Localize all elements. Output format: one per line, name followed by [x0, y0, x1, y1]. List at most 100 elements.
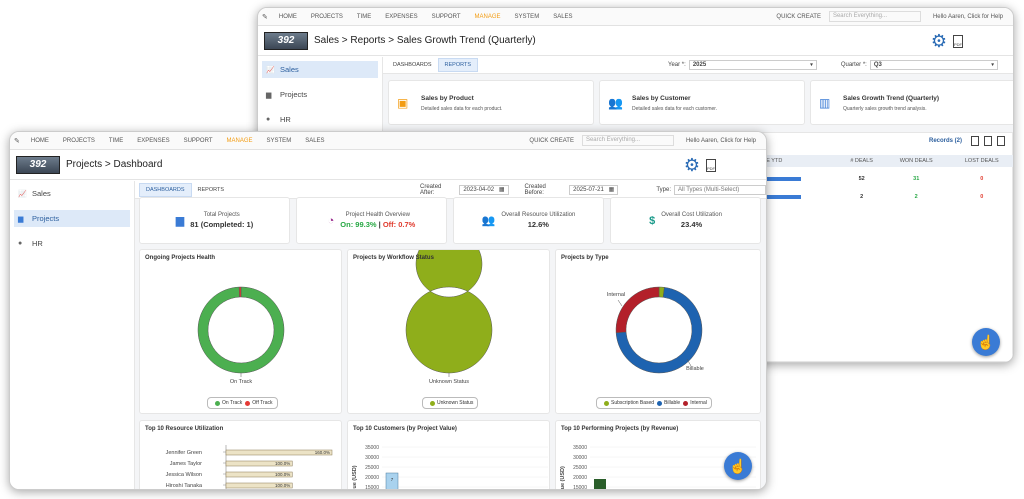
nav-expenses[interactable]: EXPENSES: [385, 13, 418, 20]
folder-icon: ▆: [266, 91, 272, 99]
bar[interactable]: [225, 449, 333, 456]
kpi-value-on: On: 99.3%: [340, 220, 377, 229]
bar[interactable]: [225, 482, 293, 489]
page-header: 392 Projects > Dashboard ⚙ PDF: [10, 150, 766, 180]
chart-card-resource: Top 10 Resource Utilization Jennifer Gre…: [139, 420, 342, 489]
sidebar-item-hr[interactable]: ● HR: [262, 111, 378, 128]
gauge-icon: ◔: [327, 214, 335, 227]
sidebar-label: HR: [280, 115, 291, 124]
nav-manage[interactable]: MANAGE: [474, 13, 501, 20]
bar[interactable]: [385, 472, 399, 490]
created-after-input[interactable]: 2023-04-02 ▦: [459, 184, 509, 195]
nav-manage[interactable]: MANAGE: [226, 137, 253, 144]
sidebar-item-sales[interactable]: 📈 Sales: [262, 61, 378, 78]
help-link[interactable]: Hello Aaren, Click for Help: [685, 137, 756, 144]
sidebar-item-projects[interactable]: ▆ Projects: [14, 210, 130, 227]
breadcrumb: Projects > Dashboard: [66, 159, 163, 170]
legend: Subscription Based Billable Internal: [596, 397, 712, 409]
nav-support[interactable]: SUPPORT: [431, 13, 461, 20]
chart-line-icon: 📈: [266, 66, 275, 74]
nav-time[interactable]: TIME: [108, 137, 124, 144]
gear-icon[interactable]: ⚙: [683, 154, 700, 175]
tab-dashboards[interactable]: DASHBOARDS: [139, 182, 192, 197]
category-label: Jessica Wilson: [166, 472, 202, 478]
pdf-icon[interactable]: [984, 136, 992, 146]
nav-sales[interactable]: SALES: [305, 137, 325, 144]
page-header: 392 Sales > Reports > Sales Growth Trend…: [258, 26, 1013, 56]
breadcrumb: Sales > Reports > Sales Growth Trend (Qu…: [314, 35, 536, 46]
tick-label: 20000: [365, 475, 379, 481]
deals-cell: 2: [860, 194, 864, 200]
company-logo: 392: [264, 31, 308, 50]
bar[interactable]: [225, 471, 293, 478]
donut-slice[interactable]: [197, 286, 285, 374]
quick-create[interactable]: QUICK CREATE: [529, 137, 574, 144]
sidebar-item-projects[interactable]: ▆ Projects: [262, 86, 378, 103]
quick-create[interactable]: QUICK CREATE: [776, 13, 821, 20]
help-link[interactable]: Hello Aaren, Click for Help: [932, 13, 1003, 20]
top-nav: ✎ HOME PROJECTS TIME EXPENSES SUPPORT MA…: [10, 132, 766, 150]
export-icon[interactable]: [971, 136, 979, 146]
slice-label: Unknown Status: [429, 379, 469, 385]
chart-title: Top 10 Customers (by Project Value): [353, 426, 457, 432]
tick-label: 20000: [573, 475, 587, 481]
search-input[interactable]: Search Everything...: [581, 135, 674, 146]
quarter-value: Q3: [873, 62, 882, 68]
table-row[interactable]: 2 2 0: [761, 190, 1013, 204]
records-count: Records (2): [929, 138, 963, 144]
pdf-icon[interactable]: PDF: [706, 158, 716, 172]
table-row[interactable]: 52 31 0: [761, 167, 1013, 190]
created-before-value: 2025-07-21: [573, 186, 604, 193]
card-title: Sales by Product: [421, 95, 474, 102]
chart-card-type: Projects by Type Internal Billable Subscr…: [555, 249, 761, 414]
type-select[interactable]: All Types (Multi-Select): [674, 184, 766, 195]
donut-slice[interactable]: [615, 286, 660, 333]
chart-title: Top 10 Performing Projects (by Revenue): [561, 426, 679, 432]
nav-system[interactable]: SYSTEM: [266, 137, 292, 144]
nav-projects[interactable]: PROJECTS: [310, 13, 343, 20]
help-hand-icon[interactable]: ☝: [972, 328, 1000, 356]
calendar-icon: ▦: [608, 187, 615, 193]
bar[interactable]: [225, 460, 293, 467]
year-value: 2025: [692, 62, 707, 68]
kpi-title: Overall Cost Utilization: [661, 212, 722, 218]
donut-slice[interactable]: [405, 230, 493, 374]
kpi-title: Overall Resource Utilization: [501, 212, 576, 218]
report-card-sales-by-customer[interactable]: 👥 Sales by Customer Detailed sales data …: [599, 80, 805, 125]
quarter-select[interactable]: Q3 ▾: [869, 60, 998, 70]
company-logo: 392: [16, 155, 60, 174]
nav-expenses[interactable]: EXPENSES: [137, 137, 170, 144]
sidebar-item-hr[interactable]: ● HR: [14, 235, 130, 252]
nav-support[interactable]: SUPPORT: [183, 137, 213, 144]
folder-icon: ▆: [18, 215, 24, 223]
value-label: 100.0%: [275, 461, 290, 466]
category-label: Jennifer Green: [166, 450, 202, 456]
pdf-icon[interactable]: PDF: [953, 34, 963, 48]
nav-projects[interactable]: PROJECTS: [62, 137, 95, 144]
report-card-sales-by-product[interactable]: ▣ Sales by Product Detailed sales data f…: [388, 80, 594, 125]
year-select[interactable]: 2025 ▾: [688, 60, 817, 70]
legend-item: Off Track: [252, 400, 273, 406]
report-card-sales-growth[interactable]: ▥ Sales Growth Trend (Quarterly) Quarter…: [810, 80, 1013, 125]
excel-icon[interactable]: [997, 136, 1005, 146]
nav-sales[interactable]: SALES: [553, 13, 573, 20]
tab-dashboards[interactable]: DASHBOARDS: [393, 62, 432, 68]
lost-cell: 0: [980, 194, 984, 200]
gear-icon[interactable]: ⚙: [930, 30, 947, 51]
help-hand-icon[interactable]: ☝: [724, 452, 752, 480]
bar[interactable]: [594, 479, 606, 490]
search-input[interactable]: Search Everything...: [828, 11, 921, 22]
tab-reports[interactable]: REPORTS: [437, 58, 479, 72]
nav-home[interactable]: HOME: [278, 13, 297, 20]
donut-slice[interactable]: [238, 286, 242, 298]
sidebar-item-sales[interactable]: 📈 Sales: [14, 185, 130, 202]
nav-time[interactable]: TIME: [356, 13, 372, 20]
legend-item: Internal: [690, 400, 707, 406]
sidebar-label: Projects: [280, 90, 308, 99]
nav-system[interactable]: SYSTEM: [514, 13, 540, 20]
chart-card-projects-revenue: Top 10 Performing Projects (by Revenue) …: [555, 420, 761, 490]
created-before-input[interactable]: 2025-07-21 ▦: [569, 184, 619, 195]
tab-reports[interactable]: REPORTS: [197, 186, 225, 193]
nav-home[interactable]: HOME: [30, 137, 49, 144]
folder-icon: ▆: [175, 215, 185, 227]
